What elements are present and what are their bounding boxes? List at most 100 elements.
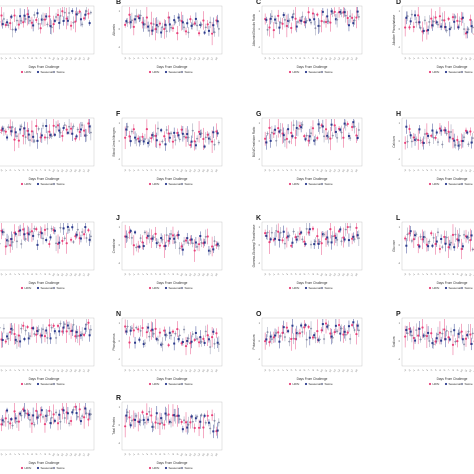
legend-marker [164,70,168,74]
x-tick-label: 0 [277,368,281,371]
legend-label: Seasonal [41,70,54,74]
data-point [35,18,38,22]
data-point [50,416,53,419]
x-tick-label: 8 [452,368,456,371]
x-tick-label: 12 [188,272,192,276]
data-point [337,323,341,327]
legend-marker [460,70,464,74]
data-point [142,342,145,345]
data-point [344,14,348,17]
x-tick-label: 4 [434,272,438,275]
data-point [340,131,343,134]
data-point [335,18,339,21]
data-point [337,230,341,233]
x-tick-label: 4 [294,168,298,171]
data-point [7,24,10,27]
x-tick-label: 17 [82,452,86,456]
data-point [330,241,333,244]
data-point [320,242,323,245]
data-point [291,241,294,244]
x-tick-label: 10 [52,452,56,456]
data-point [15,240,19,243]
x-tick-label: 5 [439,368,443,371]
data-point [62,227,65,230]
data-point [440,339,443,342]
data-point [43,423,47,426]
x-tick-label: 12 [60,272,64,276]
data-point [88,413,91,416]
data-point [194,17,197,20]
x-tick-label: 15 [74,452,78,456]
x-tick-label: 15 [202,452,206,456]
data-point [37,127,40,131]
data-point [165,414,168,417]
data-point [357,329,361,332]
x-tick-label: 2 [146,168,150,171]
data-point [152,425,155,429]
x-tick-label: 8 [44,272,48,275]
legend-label: Seasonal [169,182,182,186]
x-tick-label: 9 [48,368,52,371]
x-tick-label: 4 [154,56,158,59]
data-point [148,29,151,32]
data-point [168,136,171,139]
data-point [436,140,440,144]
data-point [0,21,1,23]
data-point [357,15,361,19]
x-tick-label: 1 [281,168,285,171]
data-point [422,236,425,239]
legend-marker [180,382,184,386]
data-point [9,126,12,129]
x-tick-label: -3 [124,272,128,276]
x-tick-label: 13 [193,368,197,372]
data-point [313,334,316,337]
data-point [33,13,36,17]
x-tick-label: 16 [346,272,350,276]
x-tick-label: 14 [197,168,201,172]
data-point [177,16,180,19]
data-point [28,418,32,422]
x-tick-label: 1 [13,272,17,275]
data-point [67,327,71,330]
data-point [189,18,192,21]
data-point [327,135,330,139]
x-tick-label: 17 [82,168,86,172]
data-point [132,244,135,247]
data-point [182,419,186,422]
x-tick-label: 0 [277,56,281,59]
data-point [447,336,450,339]
data-point [346,331,349,334]
data-point [268,126,271,130]
data-point [132,25,135,28]
data-point [324,322,328,325]
data-point [37,233,40,236]
data-point [217,244,221,248]
data-point [20,327,23,330]
data-point [469,239,472,242]
data-point [125,414,128,417]
x-tick-label: 0 [9,272,13,275]
data-point [14,417,17,420]
data-point [321,10,324,13]
data-point [285,24,288,28]
data-point [85,323,88,326]
data-point [204,235,208,239]
data-point [67,11,71,15]
data-point [348,136,352,140]
data-point [137,137,140,140]
data-point [75,13,78,16]
data-point [85,9,88,13]
data-point [444,338,447,341]
data-point [282,230,285,233]
data-point [35,227,38,231]
data-point [41,237,45,240]
data-point [308,336,311,339]
data-point [184,239,188,242]
legend-marker [444,70,448,74]
panel-letter: N [116,311,121,318]
y-axis-label: Phosphorus [112,333,116,350]
data-point [300,126,303,129]
data-point [164,334,167,337]
data-point [62,19,65,22]
